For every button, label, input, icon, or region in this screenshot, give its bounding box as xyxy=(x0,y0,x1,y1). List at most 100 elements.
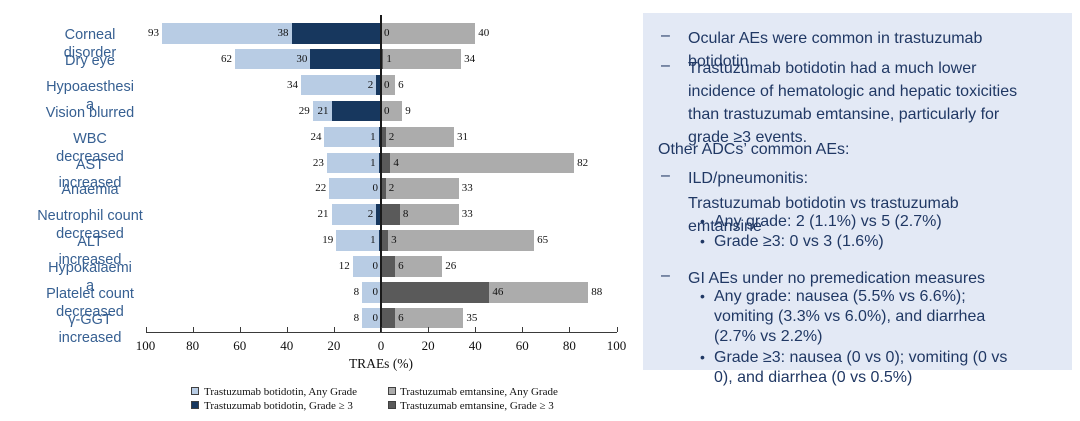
value-botidotin-any-grade: 24 xyxy=(310,130,322,143)
value-botidotin-any-grade: 93 xyxy=(148,27,159,39)
value-botidotin-grade3: 1 xyxy=(370,130,376,143)
bar-emtansine-any-grade xyxy=(381,256,443,277)
bar-emtansine-grade3 xyxy=(381,48,384,70)
value-emtansine-any-grade: 82 xyxy=(577,156,589,169)
panel-text: Trastuzumab botidotin vs trastuzumab emt… xyxy=(641,192,1072,238)
panel-line-text: Ocular AEs were common in trastuzumab bo… xyxy=(688,30,983,70)
category-label: Neutrophil count decreased xyxy=(37,208,143,243)
panel-line-text: Any grade: nausea (5.5% vs 6.6%); vomiti… xyxy=(714,288,986,345)
axis-tick xyxy=(522,327,524,332)
category-label: WBC decreased xyxy=(56,130,124,165)
value-emtansine-grade3: 46 xyxy=(492,286,504,298)
legend-label: Trastuzumab botidotin, Grade ≥ 3 xyxy=(204,399,353,412)
value-botidotin-grade3: 2 xyxy=(367,78,374,91)
value-botidotin-any-grade: 23 xyxy=(312,156,324,169)
value-emtansine-any-grade: 6 xyxy=(398,78,404,91)
axis-tick xyxy=(145,327,147,332)
bar-botidotin-any-grade xyxy=(300,74,381,96)
dash-bullet-icon: – xyxy=(661,167,670,184)
traes-diverging-bar-chart: TRAEs (%) Corneal disorder 93 38 0 40 Dry eye 6… xyxy=(37,15,627,412)
value-emtansine-grade3: 4 xyxy=(393,156,399,169)
category-label: Vision blurred xyxy=(45,104,135,121)
value-botidotin-any-grade: 21 xyxy=(317,208,329,221)
category-label: ALT increased xyxy=(58,234,122,269)
panel-line-text: Other ADCs’ common AEs: xyxy=(658,141,850,158)
panel-line-text: Any grade: 2 (1.1%) vs 5 (2.7%) xyxy=(714,213,942,230)
axis-tick xyxy=(192,327,194,332)
category-label: Dry eye xyxy=(65,52,115,69)
value-emtansine-grade3: 2 xyxy=(388,130,395,143)
value-emtansine-grade3: 0 xyxy=(384,27,390,39)
value-botidotin-any-grade: 22 xyxy=(315,182,327,195)
axis-tick-label: 100 xyxy=(606,338,627,353)
axis-tick xyxy=(616,327,618,332)
bar-emtansine-any-grade xyxy=(381,230,535,251)
axis-tick-label: 20 xyxy=(421,338,435,353)
panel-sub-bullet: • Grade ≥3: nausea (0 vs 0); vomiting (0 … xyxy=(641,348,1072,388)
value-emtansine-grade3: 2 xyxy=(388,182,395,195)
summary-panel-background xyxy=(643,13,1072,370)
value-botidotin-grade3: 1 xyxy=(370,234,376,247)
axis-tick-label: 100 xyxy=(135,338,156,353)
bar-emtansine-grade3 xyxy=(381,152,391,173)
bar-emtansine-grade3 xyxy=(381,256,396,277)
category-label: Hypokalaemi a xyxy=(48,260,132,295)
legend-label: Trastuzumab botidotin, Any Grade xyxy=(204,385,357,398)
panel-sub-bullet: • Grade ≥3: 0 vs 3 (1.6%) xyxy=(641,232,1072,252)
bar-emtansine-any-grade xyxy=(381,152,575,173)
value-emtansine-any-grade: 34 xyxy=(464,52,476,65)
dot-bullet-icon: • xyxy=(700,213,705,229)
value-emtansine-any-grade: 65 xyxy=(537,234,549,247)
value-emtansine-any-grade: 33 xyxy=(461,208,473,221)
bar-botidotin-any-grade xyxy=(326,152,381,173)
value-botidotin-any-grade: 34 xyxy=(286,78,298,91)
legend-swatch xyxy=(388,401,396,409)
value-botidotin-grade3: 0 xyxy=(372,182,379,195)
panel-line-text: Trastuzumab botidotin had a much lower i… xyxy=(688,60,1018,146)
axis-tick-label: 60 xyxy=(233,338,247,353)
legend-swatch xyxy=(388,387,396,395)
bar-emtansine-any-grade xyxy=(381,178,459,199)
value-botidotin-grade3: 38 xyxy=(277,27,289,39)
panel-bullet: – ILD/pneumonitis: xyxy=(641,167,1072,190)
value-emtansine-any-grade: 31 xyxy=(457,130,468,143)
value-botidotin-any-grade: 8 xyxy=(353,311,360,324)
panel-line-text: Trastuzumab botidotin vs trastuzumab emt… xyxy=(688,195,959,235)
bar-emtansine-grade3 xyxy=(381,178,386,199)
value-botidotin-any-grade: 29 xyxy=(298,104,310,117)
axis-tick xyxy=(286,327,288,332)
axis-tick xyxy=(428,327,430,332)
value-botidotin-grade3: 21 xyxy=(317,104,329,117)
bar-botidotin-any-grade xyxy=(362,282,381,303)
value-botidotin-any-grade: 8 xyxy=(353,286,360,298)
value-emtansine-grade3: 8 xyxy=(402,208,409,221)
bar-emtansine-any-grade xyxy=(381,74,396,96)
value-emtansine-grade3: 0 xyxy=(384,104,390,117)
value-emtansine-grade3: 0 xyxy=(384,78,390,91)
axis-tick xyxy=(381,327,382,332)
panel-sub-bullet: • Any grade: nausea (5.5% vs 6.6%); vomit… xyxy=(641,287,1072,347)
axis-tick xyxy=(475,327,477,332)
category-label: Platelet count decreased xyxy=(46,286,134,320)
axis-tick-label: 0 xyxy=(377,338,385,353)
dot-bullet-icon: • xyxy=(700,288,705,304)
panel-bullet: – Trastuzumab botidotin had a much lower … xyxy=(641,57,1072,149)
panel-bullet: – Ocular AEs were common in trastuzumab b… xyxy=(641,27,1072,73)
dash-bullet-icon: – xyxy=(661,267,670,284)
bar-botidotin-grade3 xyxy=(331,100,381,122)
category-label: Hypoaesthesi a xyxy=(46,78,134,113)
axis-tick xyxy=(239,327,241,332)
value-emtansine-any-grade: 40 xyxy=(478,27,490,39)
value-emtansine-any-grade: 88 xyxy=(591,286,603,298)
value-botidotin-grade3: 2 xyxy=(367,208,374,221)
value-botidotin-grade3: 1 xyxy=(370,156,376,169)
value-emtansine-any-grade: 9 xyxy=(405,104,411,117)
value-botidotin-any-grade: 62 xyxy=(221,52,232,65)
bar-botidotin-grade3 xyxy=(376,74,381,96)
legend-label: Trastuzumab emtansine, Any Grade xyxy=(400,385,558,398)
bar-emtansine-any-grade xyxy=(381,100,403,122)
dash-bullet-icon: – xyxy=(661,57,670,74)
bar-botidotin-grade3 xyxy=(378,126,381,148)
value-botidotin-grade3: 30 xyxy=(296,52,308,65)
panel-line-text: Grade ≥3: nausea (0 vs 0); vomiting (0 v… xyxy=(714,349,1008,386)
